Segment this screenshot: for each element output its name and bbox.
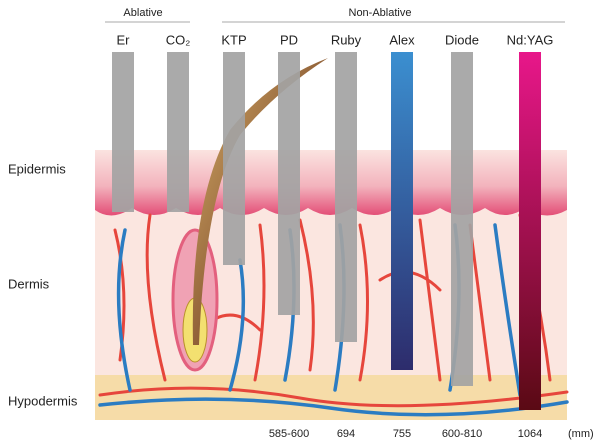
laser-name: KTP [221,32,246,47]
epidermis-layer [95,150,567,216]
laser-name: Nd:YAG [507,32,554,47]
laser-bar [278,52,300,315]
laser-name: Diode [445,32,479,47]
wavelength: 585-600 [269,428,309,440]
group-label: Non-Ablative [349,7,412,19]
group-label: Ablative [123,7,162,19]
unit-label: (mm) [568,428,594,440]
wavelength: 694 [337,428,355,440]
laser-name: PD [280,32,298,47]
laser-bar [223,52,245,265]
laser-name: Ruby [331,32,362,47]
laser-name: Er [117,32,131,47]
wavelength: 755 [393,428,411,440]
wavelength: 600-810 [442,428,482,440]
hypodermis-layer [95,375,567,420]
layer-label: Dermis [8,276,50,291]
laser-bar [519,52,541,410]
laser-bar [167,52,189,212]
vessel [98,397,569,417]
vessel [98,386,569,408]
laser-bar [391,52,413,370]
laser-bar [451,52,473,386]
skin [95,58,569,420]
laser-name: Alex [389,32,415,47]
layer-label: Hypodermis [8,393,78,408]
laser-bar [112,52,134,212]
layer-label: Epidermis [8,161,66,176]
laser-bar [335,52,357,342]
laser-name: CO₂ [166,32,191,47]
wavelength: 1064 [518,428,542,440]
